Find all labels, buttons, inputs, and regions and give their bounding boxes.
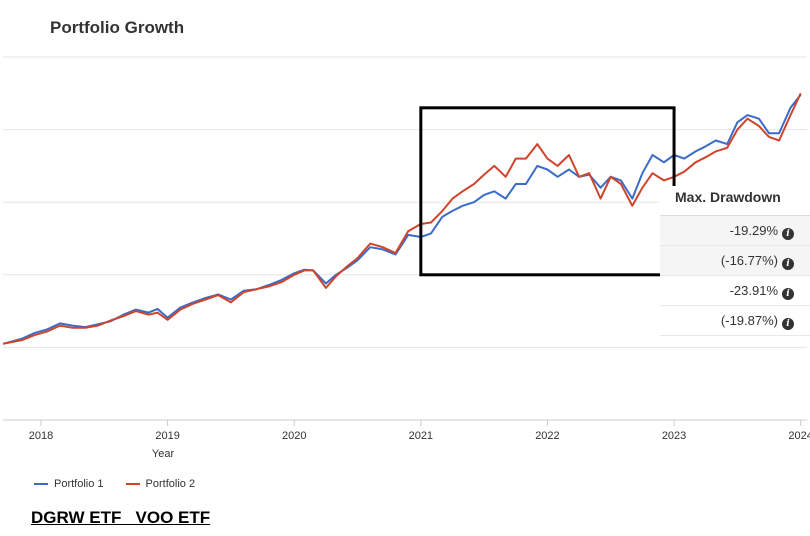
info-icon[interactable]: i (782, 288, 794, 300)
chart-title: Portfolio Growth (50, 18, 185, 37)
info-icon[interactable]: i (782, 228, 794, 240)
etf-caption: DGRW ETF VOO ETF (31, 508, 211, 527)
legend-label: Portfolio 1 (54, 478, 104, 490)
legend-swatch (34, 483, 48, 485)
drawdown-row-p1-alt: (-16.77%) i (660, 246, 810, 276)
x-tick-label: 2023 (662, 430, 686, 442)
series-lines (2, 92, 802, 345)
x-tick-label: 2024 (788, 430, 810, 442)
drawdown-row-p1: -19.29% i (660, 216, 810, 246)
legend-item-portfolio-1[interactable]: Portfolio 1 (34, 478, 104, 490)
x-tick-label: 2020 (282, 430, 306, 442)
drawdown-value: -23.91% (729, 283, 778, 298)
legend-swatch (125, 483, 140, 485)
drawdown-row-p2: -23.91% i (660, 276, 810, 306)
x-axis-title: Year (152, 448, 175, 460)
max-drawdown-header: Max. Drawdown (660, 186, 810, 216)
legend-item-portfolio-2[interactable]: Portfolio 2 (125, 478, 196, 490)
info-icon[interactable]: i (782, 258, 794, 270)
x-tick-label: 2018 (29, 430, 53, 442)
x-tick-label: 2022 (535, 430, 559, 442)
x-tick-label: 2021 (409, 430, 433, 442)
drawdown-value: (-16.77%) (720, 253, 778, 268)
drawdown-value: -19.29% (729, 223, 778, 238)
info-icon[interactable]: i (782, 318, 794, 330)
series-line-portfolio-2[interactable] (2, 92, 802, 345)
chart-legend: Portfolio 1 Portfolio 2 (34, 478, 195, 490)
legend-label: Portfolio 2 (145, 478, 196, 490)
x-tick-labels: 2018 2019 2020 2021 2022 2023 2024 (29, 420, 810, 442)
x-tick-label: 2019 (155, 430, 179, 442)
series-line-portfolio-1[interactable] (2, 94, 802, 345)
drawdown-value: (-19.87%) (720, 313, 778, 328)
drawdown-row-p2-alt: (-19.87%) i (660, 306, 810, 336)
max-drawdown-panel: Max. Drawdown -19.29% i (-16.77%) i -23.91… (660, 186, 810, 336)
